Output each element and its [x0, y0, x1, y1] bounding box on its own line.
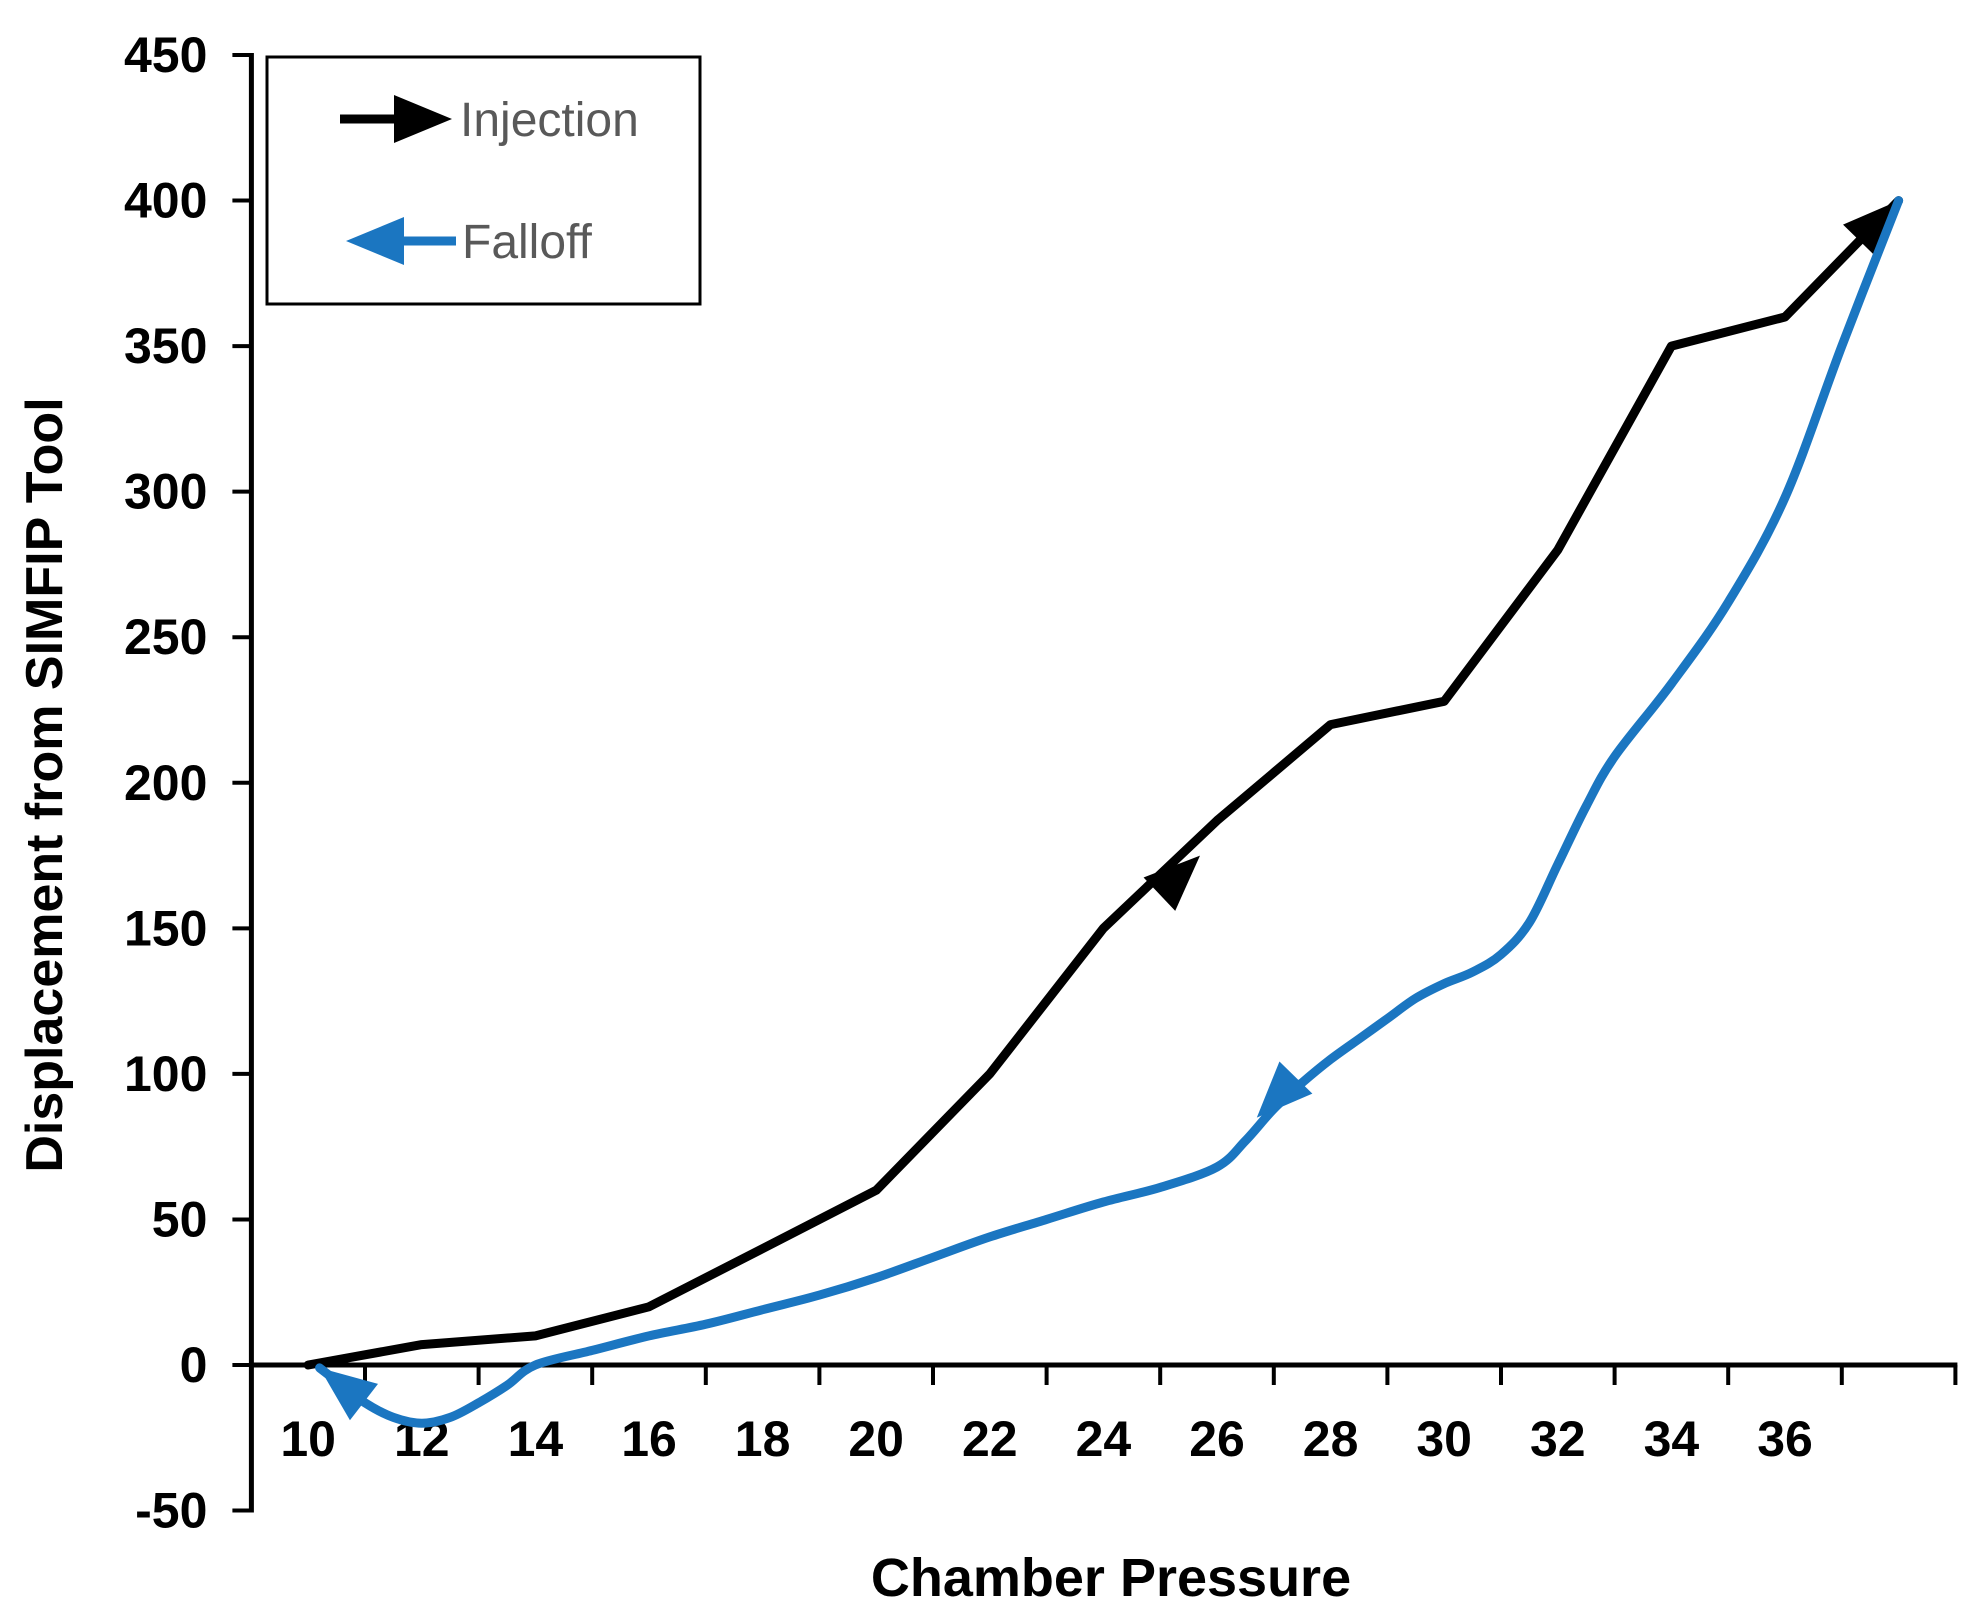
x-tick-label: 10: [280, 1411, 336, 1467]
legend: Injection Falloff: [265, 55, 702, 306]
injection-right-arrow-icon: [394, 95, 452, 143]
falloff-arrowhead-icon: [319, 1367, 379, 1421]
injection-arrowhead-icon: [1843, 200, 1899, 257]
y-tick-label: 250: [124, 609, 207, 665]
y-tick-label: 150: [124, 900, 207, 956]
injection-line: [303, 196, 1904, 1370]
falloff-arrowhead-icon: [1256, 1061, 1313, 1118]
x-tick-label: 32: [1530, 1411, 1586, 1467]
legend-item-injection: Injection: [340, 94, 639, 147]
y-tick-label: -50: [135, 1483, 207, 1539]
y-tick-label: 100: [124, 1046, 207, 1102]
axes: 10 12 14 16 18 20 22 24 26 28 30 32 34 36-50050100150…: [124, 27, 1958, 1539]
legend-label-falloff: Falloff: [462, 216, 593, 269]
x-tick-label: 20: [848, 1411, 904, 1467]
y-tick-label: 300: [124, 464, 207, 520]
legend-box: [265, 55, 702, 306]
x-tick-label: 24: [1076, 1411, 1132, 1467]
y-tick-label: 50: [152, 1191, 208, 1247]
x-tick-label: 14: [508, 1411, 564, 1467]
x-tick-label: 18: [735, 1411, 791, 1467]
x-tick-label: 34: [1644, 1411, 1700, 1467]
x-tick-label: 26: [1189, 1411, 1245, 1467]
falloff-left-arrow-icon: [346, 217, 404, 265]
y-tick-label: 350: [124, 318, 207, 374]
x-tick-label: 22: [962, 1411, 1018, 1467]
x-axis-title: Chamber Pressure: [871, 1548, 1351, 1608]
legend-item-falloff: Falloff: [346, 216, 593, 269]
injection-arrowhead-icon: [1143, 855, 1200, 911]
x-tick-label: 16: [621, 1411, 677, 1467]
legend-label-injection: Injection: [460, 94, 639, 147]
y-axis-title: Displacement from SIMFIP Tool: [16, 397, 74, 1172]
y-tick-label: 200: [124, 755, 207, 811]
x-tick-label: 30: [1416, 1411, 1472, 1467]
x-tick-label: 28: [1303, 1411, 1359, 1467]
falloff-line: [315, 196, 1904, 1428]
y-tick-label: 400: [124, 173, 207, 229]
data-series: [303, 196, 1904, 1428]
y-tick-label: 450: [124, 27, 207, 83]
x-tick-label: 36: [1757, 1411, 1813, 1467]
y-tick-label: 0: [180, 1337, 208, 1393]
